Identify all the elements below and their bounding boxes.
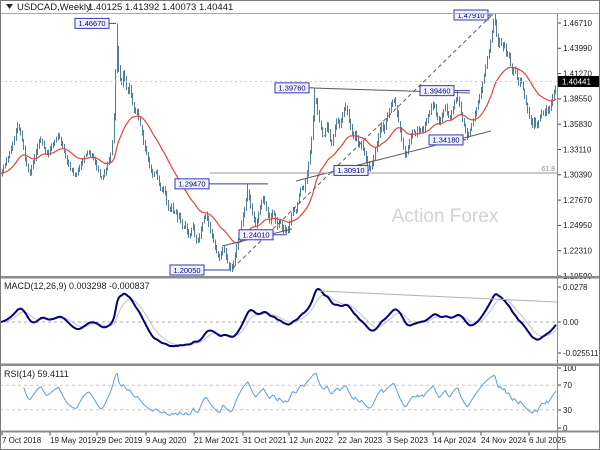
- price-label-box[interactable]: 1.39460: [419, 85, 470, 97]
- svg-text:1.47910: 1.47910: [457, 11, 484, 20]
- price-label-box[interactable]: 1.46670: [74, 17, 116, 29]
- rsi-panel: [0, 372, 557, 416]
- date-tick-label: 29 Dec 2019: [97, 436, 143, 445]
- macd-tick-label: -0.025511: [563, 349, 599, 358]
- svg-text:1.29470: 1.29470: [178, 180, 205, 189]
- separator-rsi-dates[interactable]: [0, 430, 600, 433]
- price-label-box[interactable]: 1.29470: [174, 178, 268, 190]
- svg-text:1.24010: 1.24010: [242, 231, 269, 240]
- fib-618-label: 61.8: [541, 166, 555, 173]
- swing-labels[interactable]: 1.46670 1.47910 1.39760 1.39460 1.34180 1.309…: [74, 9, 493, 276]
- rsi-title: RSI(14) 59.4111: [4, 369, 69, 379]
- macd-signal-line: [0, 294, 557, 346]
- collapse-icon[interactable]: [6, 4, 13, 9]
- price-tick-label: 1.33110: [563, 145, 592, 154]
- price-label-box[interactable]: 1.47910: [453, 9, 493, 21]
- rsi-line: [23, 372, 557, 416]
- date-tick-label: 24 Nov 2024: [481, 436, 527, 445]
- svg-text:1.39460: 1.39460: [423, 86, 450, 95]
- date-tick-label: 22 Jan 2023: [338, 436, 383, 445]
- macd-trendline[interactable]: [319, 290, 557, 303]
- price-label-box[interactable]: 1.20050: [169, 264, 229, 276]
- svg-text:1.34180: 1.34180: [432, 136, 459, 145]
- watermark: Action Forex: [392, 206, 499, 227]
- price-tick-label: 1.24950: [563, 221, 592, 230]
- dashed-trendline[interactable]: [232, 12, 495, 269]
- date-tick-label: 6 Jul 2025: [529, 436, 566, 445]
- date-tick-label: 7 Oct 2018: [2, 436, 42, 445]
- macd-tick-label: 0.00: [563, 318, 579, 327]
- rsi-tick-label: 70: [563, 381, 572, 390]
- separator-macd-rsi[interactable]: [0, 363, 600, 367]
- time-scale[interactable]: 7 Oct 2018 19 May 2019 29 Dec 2019 9 Aug 20…: [1, 432, 566, 446]
- price-tick-label: 1.30390: [563, 171, 592, 180]
- price-label-box[interactable]: 1.24010: [238, 229, 286, 241]
- date-tick-label: 19 May 2019: [50, 436, 97, 445]
- price-label-box[interactable]: 1.39760: [274, 82, 313, 94]
- price-tick-label: 1.35830: [563, 120, 592, 129]
- price-tick-label: 1.41270: [563, 69, 592, 78]
- macd-panel: [0, 288, 557, 348]
- ohlc-values: 1.40125 1.41392 1.40073 1.40441: [88, 2, 233, 13]
- symbol-title: USDCAD,Weekly: [17, 2, 91, 13]
- price-tick-label: 1.46710: [563, 19, 592, 28]
- date-tick-label: 9 Aug 2020: [146, 436, 187, 445]
- price-tick-label: 1.38550: [563, 95, 592, 104]
- svg-text:1.20050: 1.20050: [173, 266, 200, 275]
- price-scale[interactable]: 1.46710 1.43990 1.41270 1.38550 1.35830 1.331…: [557, 19, 600, 433]
- current-price-tag-label: 1.40441: [562, 77, 591, 86]
- date-tick-label: 12 Jun 2022: [289, 436, 334, 445]
- macd-title: MACD(12,26,9) 0.003298 -0.000837: [4, 281, 150, 291]
- rsi-tick-label: 100: [563, 364, 577, 373]
- date-tick-label: 31 Oct 2021: [243, 436, 287, 445]
- rsi-tick-label: 30: [563, 406, 572, 415]
- date-tick-label: 3 Sep 2023: [387, 436, 428, 445]
- macd-main-line: [0, 288, 557, 348]
- price-tick-label: 1.22310: [563, 247, 592, 256]
- svg-text:1.46670: 1.46670: [78, 19, 105, 28]
- price-label-box[interactable]: 1.34180: [428, 134, 466, 146]
- rsi-tick-label: 0: [563, 424, 568, 433]
- svg-text:1.30910: 1.30910: [337, 166, 364, 175]
- separator-main-macd[interactable]: [0, 276, 600, 279]
- price-tick-label: 1.27670: [563, 196, 592, 205]
- price-tick-label: 1.43990: [563, 44, 592, 53]
- date-tick-label: 14 Apr 2024: [433, 436, 477, 445]
- date-tick-label: 21 Mar 2021: [194, 436, 239, 445]
- moving-average-line: [0, 66, 557, 244]
- svg-text:1.39760: 1.39760: [278, 84, 305, 93]
- current-price-tag: [558, 75, 600, 87]
- price-label-box[interactable]: 1.30910: [333, 164, 369, 176]
- macd-tick-label: 0.0278: [563, 283, 588, 292]
